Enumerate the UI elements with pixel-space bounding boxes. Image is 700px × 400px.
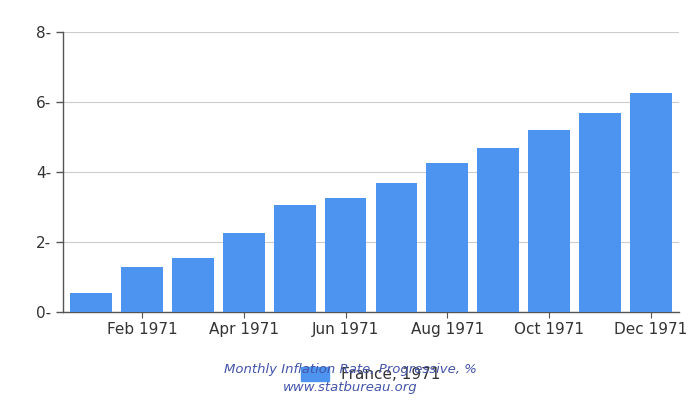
Legend: France, 1971: France, 1971 [302,367,440,382]
Bar [121,266,163,312]
Text: Monthly Inflation Rate, Progressive, %: Monthly Inflation Rate, Progressive, % [223,364,477,376]
Bar [325,198,366,312]
Text: www.statbureau.org: www.statbureau.org [283,382,417,394]
Bar [579,112,621,312]
Bar [477,148,519,312]
Bar [426,163,468,312]
Bar [274,205,316,312]
Bar [223,233,265,312]
Bar [528,130,570,312]
Bar [70,293,112,312]
Bar [172,258,214,312]
Bar [630,93,672,312]
Bar [376,182,417,312]
